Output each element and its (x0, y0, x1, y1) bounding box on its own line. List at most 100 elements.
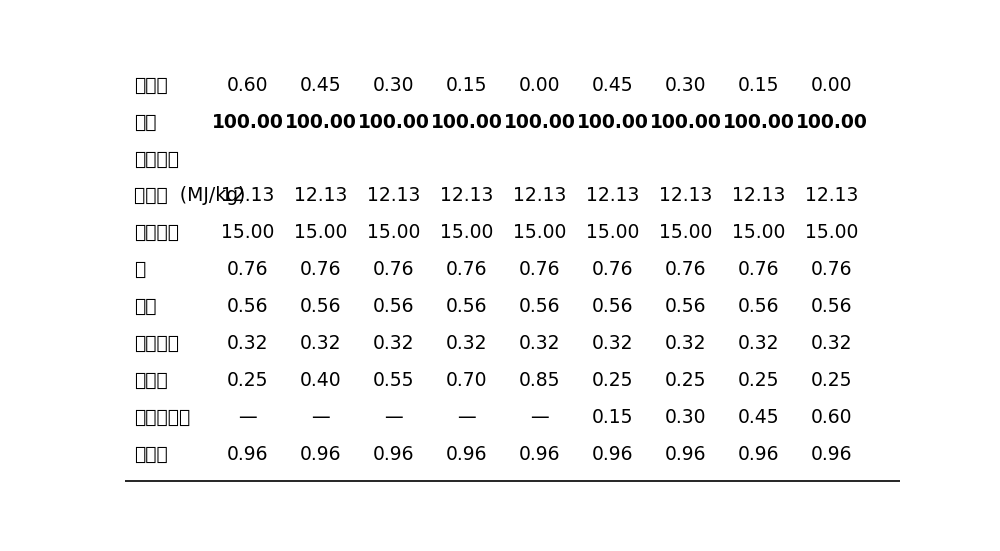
Text: 0.56: 0.56 (373, 297, 414, 316)
Text: 0.76: 0.76 (592, 260, 633, 279)
Text: 15.00: 15.00 (367, 223, 420, 242)
Text: 总磷: 总磷 (134, 297, 157, 316)
Text: 0.25: 0.25 (665, 371, 706, 390)
Text: 赖氨酸: 赖氨酸 (134, 445, 168, 464)
Text: 0.00: 0.00 (519, 75, 560, 95)
Text: 100.00: 100.00 (577, 112, 648, 132)
Text: 0.25: 0.25 (592, 371, 633, 390)
Text: 0.32: 0.32 (665, 334, 706, 353)
Text: 15.00: 15.00 (513, 223, 566, 242)
Text: 12.13: 12.13 (367, 186, 420, 206)
Text: 0.45: 0.45 (300, 75, 341, 95)
Text: 0.60: 0.60 (227, 75, 268, 95)
Text: 100.00: 100.00 (212, 112, 283, 132)
Text: 0.85: 0.85 (519, 371, 560, 390)
Text: 0.32: 0.32 (446, 334, 487, 353)
Text: 0.32: 0.32 (373, 334, 414, 353)
Text: 0.96: 0.96 (300, 445, 341, 464)
Text: 0.32: 0.32 (227, 334, 268, 353)
Text: 12.13: 12.13 (294, 186, 347, 206)
Text: 沸石粉: 沸石粉 (134, 75, 168, 95)
Text: 100.00: 100.00 (285, 112, 356, 132)
Text: 12.13: 12.13 (732, 186, 785, 206)
Text: 0.76: 0.76 (227, 260, 268, 279)
Text: 0.76: 0.76 (373, 260, 414, 279)
Text: 0.56: 0.56 (665, 297, 706, 316)
Text: 0.96: 0.96 (665, 445, 706, 464)
Text: 0.56: 0.56 (300, 297, 341, 316)
Text: 0.60: 0.60 (811, 408, 852, 427)
Text: 0.76: 0.76 (446, 260, 487, 279)
Text: 0.32: 0.32 (519, 334, 560, 353)
Text: 100.00: 100.00 (358, 112, 429, 132)
Text: 非植酸磷: 非植酸磷 (134, 334, 179, 353)
Text: 0.76: 0.76 (300, 260, 341, 279)
Text: 0.56: 0.56 (519, 297, 560, 316)
Text: 0.32: 0.32 (811, 334, 852, 353)
Text: 12.13: 12.13 (513, 186, 566, 206)
Text: 0.15: 0.15 (592, 408, 633, 427)
Text: 蛋氨酸二肽: 蛋氨酸二肽 (134, 408, 191, 427)
Text: 合计: 合计 (134, 112, 157, 132)
Text: 粗蛋白质: 粗蛋白质 (134, 223, 179, 242)
Text: 0.30: 0.30 (373, 75, 414, 95)
Text: 0.32: 0.32 (592, 334, 633, 353)
Text: 0.96: 0.96 (738, 445, 779, 464)
Text: 0.15: 0.15 (738, 75, 779, 95)
Text: 15.00: 15.00 (294, 223, 347, 242)
Text: 0.15: 0.15 (446, 75, 487, 95)
Text: 0.00: 0.00 (811, 75, 852, 95)
Text: —: — (238, 408, 257, 427)
Text: 钙: 钙 (134, 260, 146, 279)
Text: 0.56: 0.56 (592, 297, 633, 316)
Text: 12.13: 12.13 (586, 186, 639, 206)
Text: 0.55: 0.55 (373, 371, 414, 390)
Text: 0.96: 0.96 (592, 445, 633, 464)
Text: 0.56: 0.56 (227, 297, 268, 316)
Text: 0.76: 0.76 (665, 260, 706, 279)
Text: 12.13: 12.13 (221, 186, 274, 206)
Text: 0.96: 0.96 (519, 445, 560, 464)
Text: 15.00: 15.00 (440, 223, 493, 242)
Text: 0.56: 0.56 (738, 297, 779, 316)
Text: 0.30: 0.30 (665, 408, 706, 427)
Text: —: — (311, 408, 330, 427)
Text: 0.25: 0.25 (227, 371, 268, 390)
Text: 0.30: 0.30 (665, 75, 706, 95)
Text: —: — (384, 408, 403, 427)
Text: 0.76: 0.76 (738, 260, 779, 279)
Text: 0.76: 0.76 (519, 260, 560, 279)
Text: 0.56: 0.56 (446, 297, 487, 316)
Text: —: — (530, 408, 549, 427)
Text: 0.45: 0.45 (738, 408, 779, 427)
Text: 0.32: 0.32 (300, 334, 341, 353)
Text: 0.40: 0.40 (300, 371, 341, 390)
Text: 0.32: 0.32 (738, 334, 779, 353)
Text: 15.00: 15.00 (659, 223, 712, 242)
Text: 0.76: 0.76 (811, 260, 852, 279)
Text: 0.70: 0.70 (446, 371, 487, 390)
Text: 15.00: 15.00 (586, 223, 639, 242)
Text: 100.00: 100.00 (796, 112, 867, 132)
Text: 0.25: 0.25 (811, 371, 852, 390)
Text: 100.00: 100.00 (431, 112, 502, 132)
Text: 12.13: 12.13 (659, 186, 712, 206)
Text: 代谢能  (MJ/kg): 代谢能 (MJ/kg) (134, 186, 246, 206)
Text: 15.00: 15.00 (221, 223, 274, 242)
Text: 蛋氨酸: 蛋氨酸 (134, 371, 168, 390)
Text: 0.96: 0.96 (811, 445, 852, 464)
Text: 12.13: 12.13 (805, 186, 858, 206)
Text: 100.00: 100.00 (650, 112, 721, 132)
Text: 0.45: 0.45 (592, 75, 633, 95)
Text: 0.96: 0.96 (373, 445, 414, 464)
Text: —: — (457, 408, 476, 427)
Text: 0.96: 0.96 (446, 445, 487, 464)
Text: 0.25: 0.25 (738, 371, 779, 390)
Text: 15.00: 15.00 (732, 223, 785, 242)
Text: 15.00: 15.00 (805, 223, 858, 242)
Text: 12.13: 12.13 (440, 186, 493, 206)
Text: 0.96: 0.96 (227, 445, 268, 464)
Text: 100.00: 100.00 (723, 112, 794, 132)
Text: 0.56: 0.56 (811, 297, 852, 316)
Text: 100.00: 100.00 (504, 112, 575, 132)
